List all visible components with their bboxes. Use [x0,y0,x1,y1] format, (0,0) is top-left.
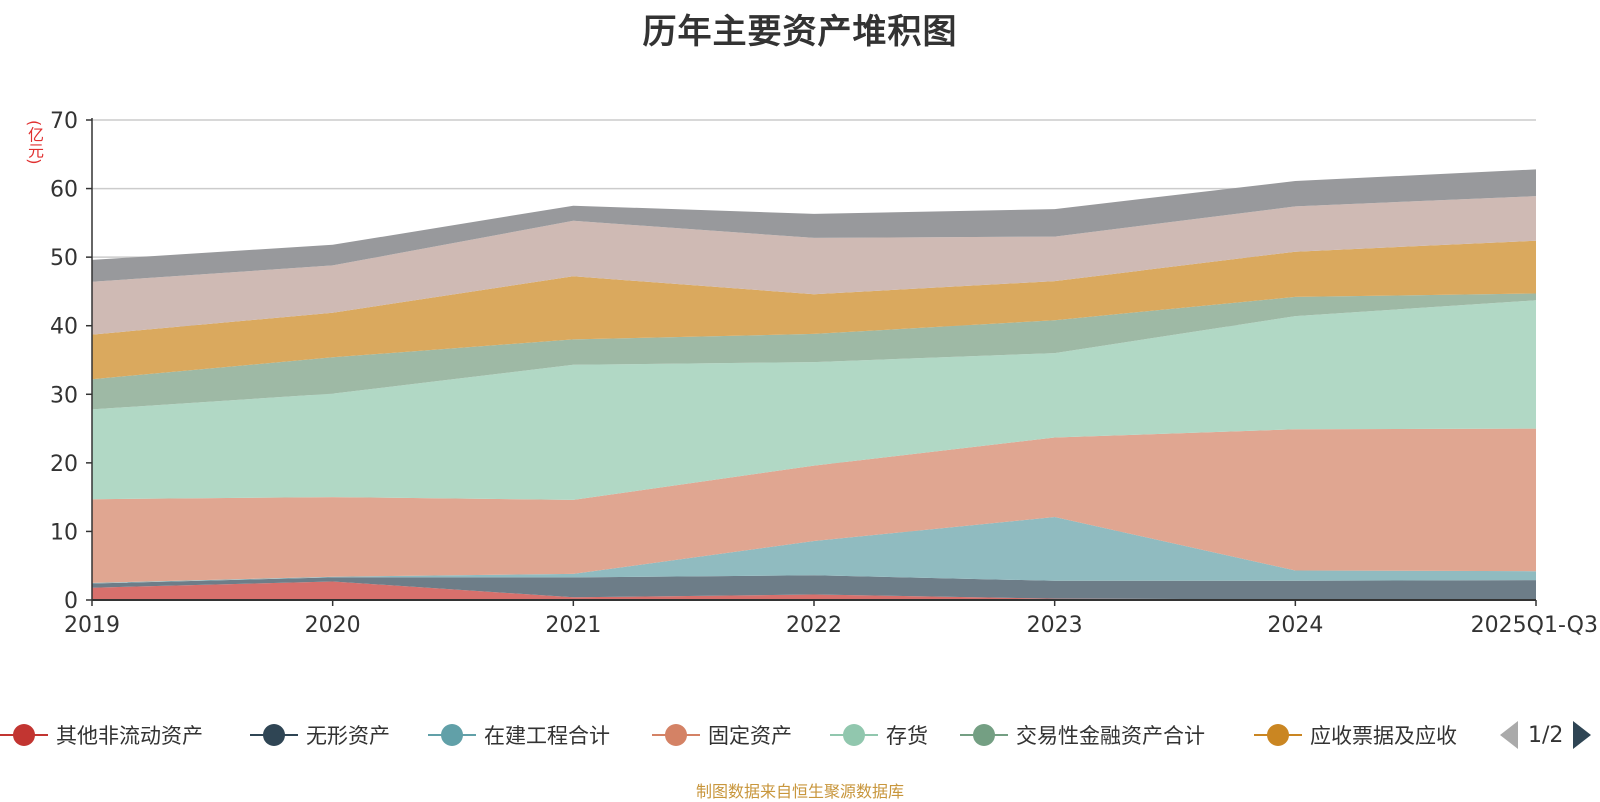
axes: 0 10 20 30 40 50 60 70 2019 2020 2021 2022 2023 2024 2… [50,109,1598,638]
legend-item[interactable]: 在建工程合计 [428,716,610,754]
legend-item[interactable]: 固定资产 [652,716,792,754]
legend-marker-icon [428,716,476,754]
y-tick-label: 20 [50,452,78,477]
legend-item[interactable]: 存货 [830,716,928,754]
legend-marker-icon [652,716,700,754]
x-tick-label: 2023 [1027,613,1083,638]
y-tick-label: 30 [50,383,78,408]
x-tick-label: 2020 [305,613,361,638]
legend-item[interactable]: 其他非流动资产 [0,716,203,754]
legend: 1/2 其他非流动资产 无形资产 在建工程合计 固定资产 存货 交易性金融资产合计 应收票据… [0,716,1600,754]
x-tick-label: 2021 [545,613,601,638]
x-tick-label: 2025Q1-Q3 [1471,613,1598,638]
y-tick-label: 70 [50,109,78,134]
legend-prev-page-icon[interactable] [1500,721,1518,749]
legend-label: 应收票据及应收 [1310,724,1457,748]
legend-marker-icon [960,716,1008,754]
chart-title: 历年主要资产堆积图 [642,12,958,52]
legend-next-page-icon[interactable] [1573,721,1592,749]
y-tick-label: 10 [50,520,78,545]
y-axis-unit-label: (亿元) [25,120,44,165]
area-series-9[interactable] [92,169,1536,282]
legend-item[interactable]: 应收票据及应收 [1254,716,1457,754]
area-series-1[interactable] [92,581,1536,601]
legend-item[interactable]: 无形资产 [250,716,390,754]
x-tick-label: 2019 [64,613,120,638]
legend-label: 无形资产 [306,724,390,748]
area-series [92,169,1536,600]
x-tick-label: 2022 [786,613,842,638]
legend-marker-icon [250,716,298,754]
area-series-4[interactable] [92,428,1536,583]
legend-label: 存货 [886,724,928,748]
legend-item[interactable]: 交易性金融资产合计 [960,716,1205,754]
legend-page-indicator: 1/2 [1528,722,1564,748]
area-series-3[interactable] [92,517,1536,584]
legend-marker-icon [0,716,48,754]
legend-pager: 1/2 [1500,716,1592,754]
y-tick-label: 50 [50,246,78,271]
legend-label: 交易性金融资产合计 [1016,724,1205,748]
data-source-footer: 制图数据来自恒生聚源数据库 [695,782,904,801]
legend-label: 固定资产 [708,724,792,748]
y-tick-label: 0 [64,589,78,614]
y-tick-label: 60 [50,178,78,203]
area-series-2[interactable] [92,575,1536,600]
legend-label: 在建工程合计 [484,724,610,748]
area-series-5[interactable] [92,300,1536,500]
legend-marker-icon [1254,716,1302,754]
legend-label: 其他非流动资产 [56,724,203,748]
area-series-7[interactable] [92,240,1536,380]
y-tick-label: 40 [50,315,78,340]
x-tick-label: 2024 [1267,613,1323,638]
area-series-8[interactable] [92,196,1536,335]
legend-marker-icon [830,716,878,754]
area-series-6[interactable] [92,293,1536,410]
